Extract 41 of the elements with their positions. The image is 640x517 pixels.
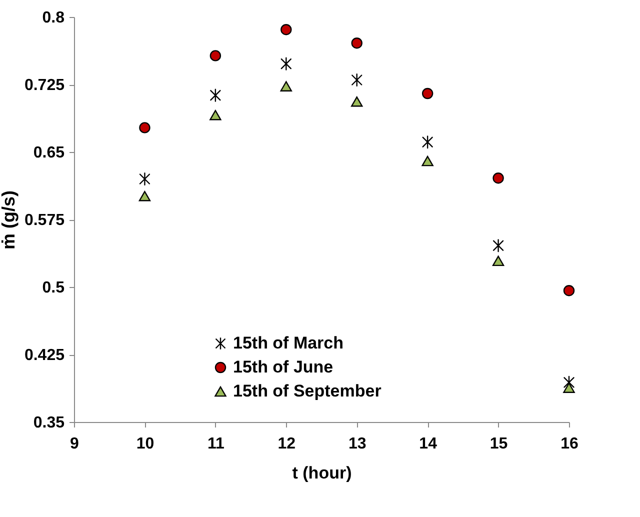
legend-label: 15th of June <box>233 358 334 376</box>
x-tick-label: 14 <box>419 436 438 452</box>
x-tick-label: 11 <box>207 436 224 452</box>
x-tick-label: 9 <box>70 436 80 452</box>
point <box>492 239 504 252</box>
point <box>351 96 363 107</box>
x-tick-label: 16 <box>560 436 578 452</box>
y-tick-label: 0.65 <box>33 144 65 162</box>
legend-label: 15th of March <box>233 334 344 352</box>
point <box>138 190 151 202</box>
point <box>280 57 292 70</box>
point <box>280 24 292 36</box>
point <box>139 172 150 186</box>
y-tick-label: 0.35 <box>33 414 65 432</box>
point <box>492 172 504 184</box>
y-tick-label: 0.575 <box>24 212 65 229</box>
point <box>563 382 575 393</box>
y-tick-label: 0.8 <box>42 10 65 26</box>
point <box>280 81 292 92</box>
y-tick-label: 0.425 <box>24 347 65 364</box>
y-tick-label: 0.725 <box>24 77 65 94</box>
point <box>564 376 574 389</box>
point <box>422 156 434 166</box>
y-tick-label: 0.5 <box>42 280 65 296</box>
point <box>563 285 575 296</box>
point <box>210 88 221 102</box>
point <box>352 73 362 87</box>
point <box>422 136 433 149</box>
point <box>139 122 150 134</box>
x-tick-label: 12 <box>278 436 296 452</box>
point <box>422 88 434 100</box>
y-axis-title: ṁ (g/s) <box>0 190 18 250</box>
point <box>210 110 222 120</box>
point <box>492 256 504 266</box>
x-axis-title: t (hour) <box>292 464 352 482</box>
legend-label: 15th of September <box>233 382 382 400</box>
point <box>351 38 362 49</box>
point <box>210 50 222 62</box>
x-tick-label: 10 <box>136 436 154 452</box>
x-tick-label: 15 <box>490 436 508 452</box>
x-tick-label: 13 <box>348 436 366 452</box>
